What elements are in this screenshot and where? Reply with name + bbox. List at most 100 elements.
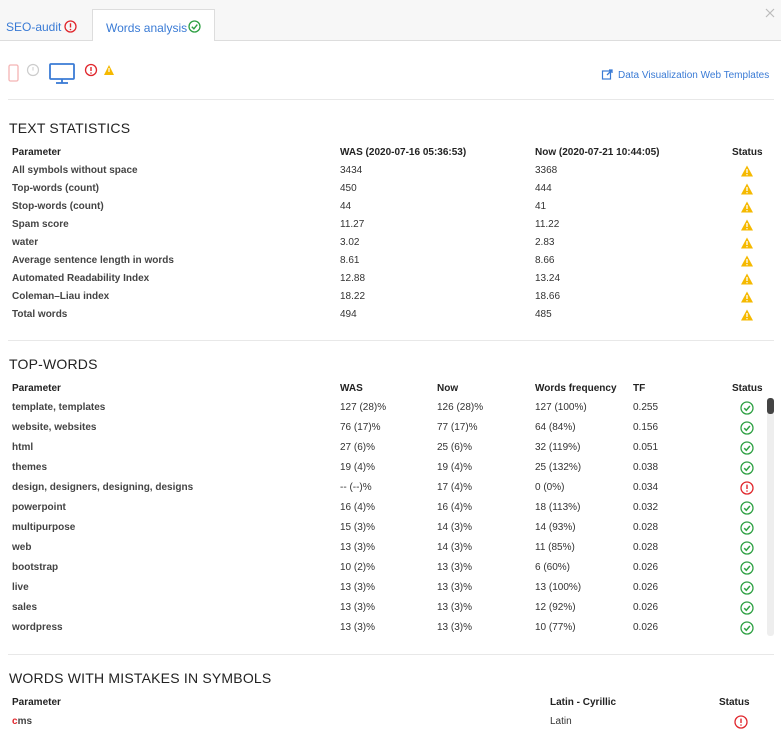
table-cell: 16 (4)% bbox=[437, 502, 473, 513]
table-cell: template, templates bbox=[12, 402, 106, 413]
warning-icon bbox=[741, 219, 753, 231]
table-cell: 13 (3)% bbox=[340, 622, 376, 633]
column-header: Parameter bbox=[12, 697, 61, 708]
table-cell: 0.034 bbox=[633, 482, 659, 493]
table-cell: 25 (132%) bbox=[535, 462, 582, 473]
table-cell: 13 (3)% bbox=[437, 562, 473, 573]
warning-icon bbox=[741, 309, 753, 321]
ok-icon bbox=[740, 461, 754, 475]
table-cell: 0.255 bbox=[633, 402, 659, 413]
warning-icon bbox=[741, 273, 753, 285]
table-cell: Stop-words (count) bbox=[12, 201, 104, 212]
tab-seo-audit[interactable]: SEO-audit bbox=[0, 10, 90, 40]
table-cell: 6 (60%) bbox=[535, 562, 571, 573]
table-cell: 27 (6)% bbox=[340, 442, 376, 453]
table-cell: -- (--)% bbox=[340, 482, 372, 493]
column-header: WAS bbox=[340, 383, 363, 394]
ok-icon bbox=[740, 621, 754, 635]
column-header: Parameter bbox=[12, 147, 61, 158]
table-cell: 25 (6)% bbox=[437, 442, 473, 453]
ok-icon bbox=[740, 561, 754, 575]
column-header: Words frequency bbox=[535, 383, 617, 394]
table-cell: 41 bbox=[535, 201, 547, 212]
ok-icon bbox=[740, 501, 754, 515]
table-cell: sales bbox=[12, 602, 38, 613]
tab-label: Words analysis bbox=[106, 21, 188, 35]
table-cell: Total words bbox=[12, 309, 68, 320]
table-cell: 0.051 bbox=[633, 442, 659, 453]
table-cell: 13 (3)% bbox=[340, 602, 376, 613]
table-cell: cms bbox=[12, 716, 33, 727]
divider bbox=[8, 340, 774, 341]
table-cell: 32 (119%) bbox=[535, 442, 581, 453]
ok-icon bbox=[740, 601, 754, 615]
table-cell: 15 (3)% bbox=[340, 522, 376, 533]
table-cell: 10 (77%) bbox=[535, 622, 576, 633]
ok-icon bbox=[740, 581, 754, 595]
table-cell: 18.22 bbox=[340, 291, 366, 302]
table-cell: 13 (3)% bbox=[437, 602, 473, 613]
column-header: Status bbox=[719, 697, 750, 708]
ok-icon bbox=[740, 401, 754, 415]
divider bbox=[8, 654, 774, 655]
table-cell: 12.88 bbox=[340, 273, 366, 284]
table-cell: 0.026 bbox=[633, 602, 659, 613]
table-cell: 8.66 bbox=[535, 255, 555, 266]
table-cell: 127 (28)% bbox=[340, 402, 387, 413]
column-header: WAS (2020-07-16 05:36:53) bbox=[340, 147, 467, 158]
table-cell: Top-words (count) bbox=[12, 183, 100, 194]
table-cell: 0.028 bbox=[633, 522, 659, 533]
warning-icon bbox=[741, 255, 753, 267]
table-cell: 76 (17)% bbox=[340, 422, 381, 433]
warning-icon bbox=[741, 291, 753, 303]
table-cell: Average sentence length in words bbox=[12, 255, 174, 266]
table-cell: 2.83 bbox=[535, 237, 555, 248]
table-cell: multipurpose bbox=[12, 522, 76, 533]
close-button[interactable] bbox=[765, 8, 775, 18]
table-cell: 13 (3)% bbox=[340, 582, 376, 593]
table-cell: 0.032 bbox=[633, 502, 659, 513]
table-cell: 126 (28)% bbox=[437, 402, 484, 413]
warning-icon bbox=[741, 183, 753, 195]
column-header: Status bbox=[732, 147, 763, 158]
table-cell: 13 (100%) bbox=[535, 582, 582, 593]
warning-icon bbox=[741, 237, 753, 249]
table-cell: html bbox=[12, 442, 34, 453]
table-cell: 11.27 bbox=[340, 219, 365, 230]
scrollbar-thumb[interactable] bbox=[767, 398, 774, 414]
table-cell: 17 (4)% bbox=[437, 482, 473, 493]
table-cell: 0.026 bbox=[633, 582, 659, 593]
ok-icon bbox=[188, 20, 201, 33]
table-cell: web bbox=[12, 542, 32, 553]
table-cell: 3434 bbox=[340, 165, 363, 176]
warning-icon bbox=[741, 165, 753, 177]
table-cell: 14 (3)% bbox=[437, 542, 473, 553]
table-cell: 18 (113%) bbox=[535, 502, 581, 513]
template-link[interactable]: Data Visualization Web Templates bbox=[618, 70, 770, 81]
ok-icon bbox=[740, 541, 754, 555]
table-cell: 77 (17)% bbox=[437, 422, 478, 433]
table-cell: 64 (84%) bbox=[535, 422, 576, 433]
table-cell: 19 (4)% bbox=[340, 462, 376, 473]
table-cell: Latin bbox=[550, 716, 572, 727]
table-cell: Coleman–Liau index bbox=[12, 291, 110, 302]
table-cell: 3.02 bbox=[340, 237, 360, 248]
error-icon bbox=[64, 20, 77, 33]
column-header: Latin - Cyrillic bbox=[550, 697, 617, 708]
table-cell: 13 (3)% bbox=[437, 582, 473, 593]
table-cell: 11 (85%) bbox=[535, 542, 575, 553]
column-header: Parameter bbox=[12, 383, 61, 394]
error-icon bbox=[734, 715, 748, 729]
tab-words-analysis[interactable]: Words analysis bbox=[92, 9, 215, 41]
table-cell: 44 bbox=[340, 201, 352, 212]
table-cell: 3368 bbox=[535, 165, 558, 176]
table-cell: 13 (3)% bbox=[340, 542, 376, 553]
section-title: WORDS WITH MISTAKES IN SYMBOLS bbox=[9, 670, 272, 686]
ok-icon bbox=[740, 521, 754, 535]
warning-icon bbox=[741, 201, 753, 213]
divider bbox=[8, 99, 774, 100]
section-title: TOP-WORDS bbox=[9, 356, 98, 372]
tab-label: SEO-audit bbox=[6, 20, 62, 34]
column-header: TF bbox=[633, 383, 646, 394]
